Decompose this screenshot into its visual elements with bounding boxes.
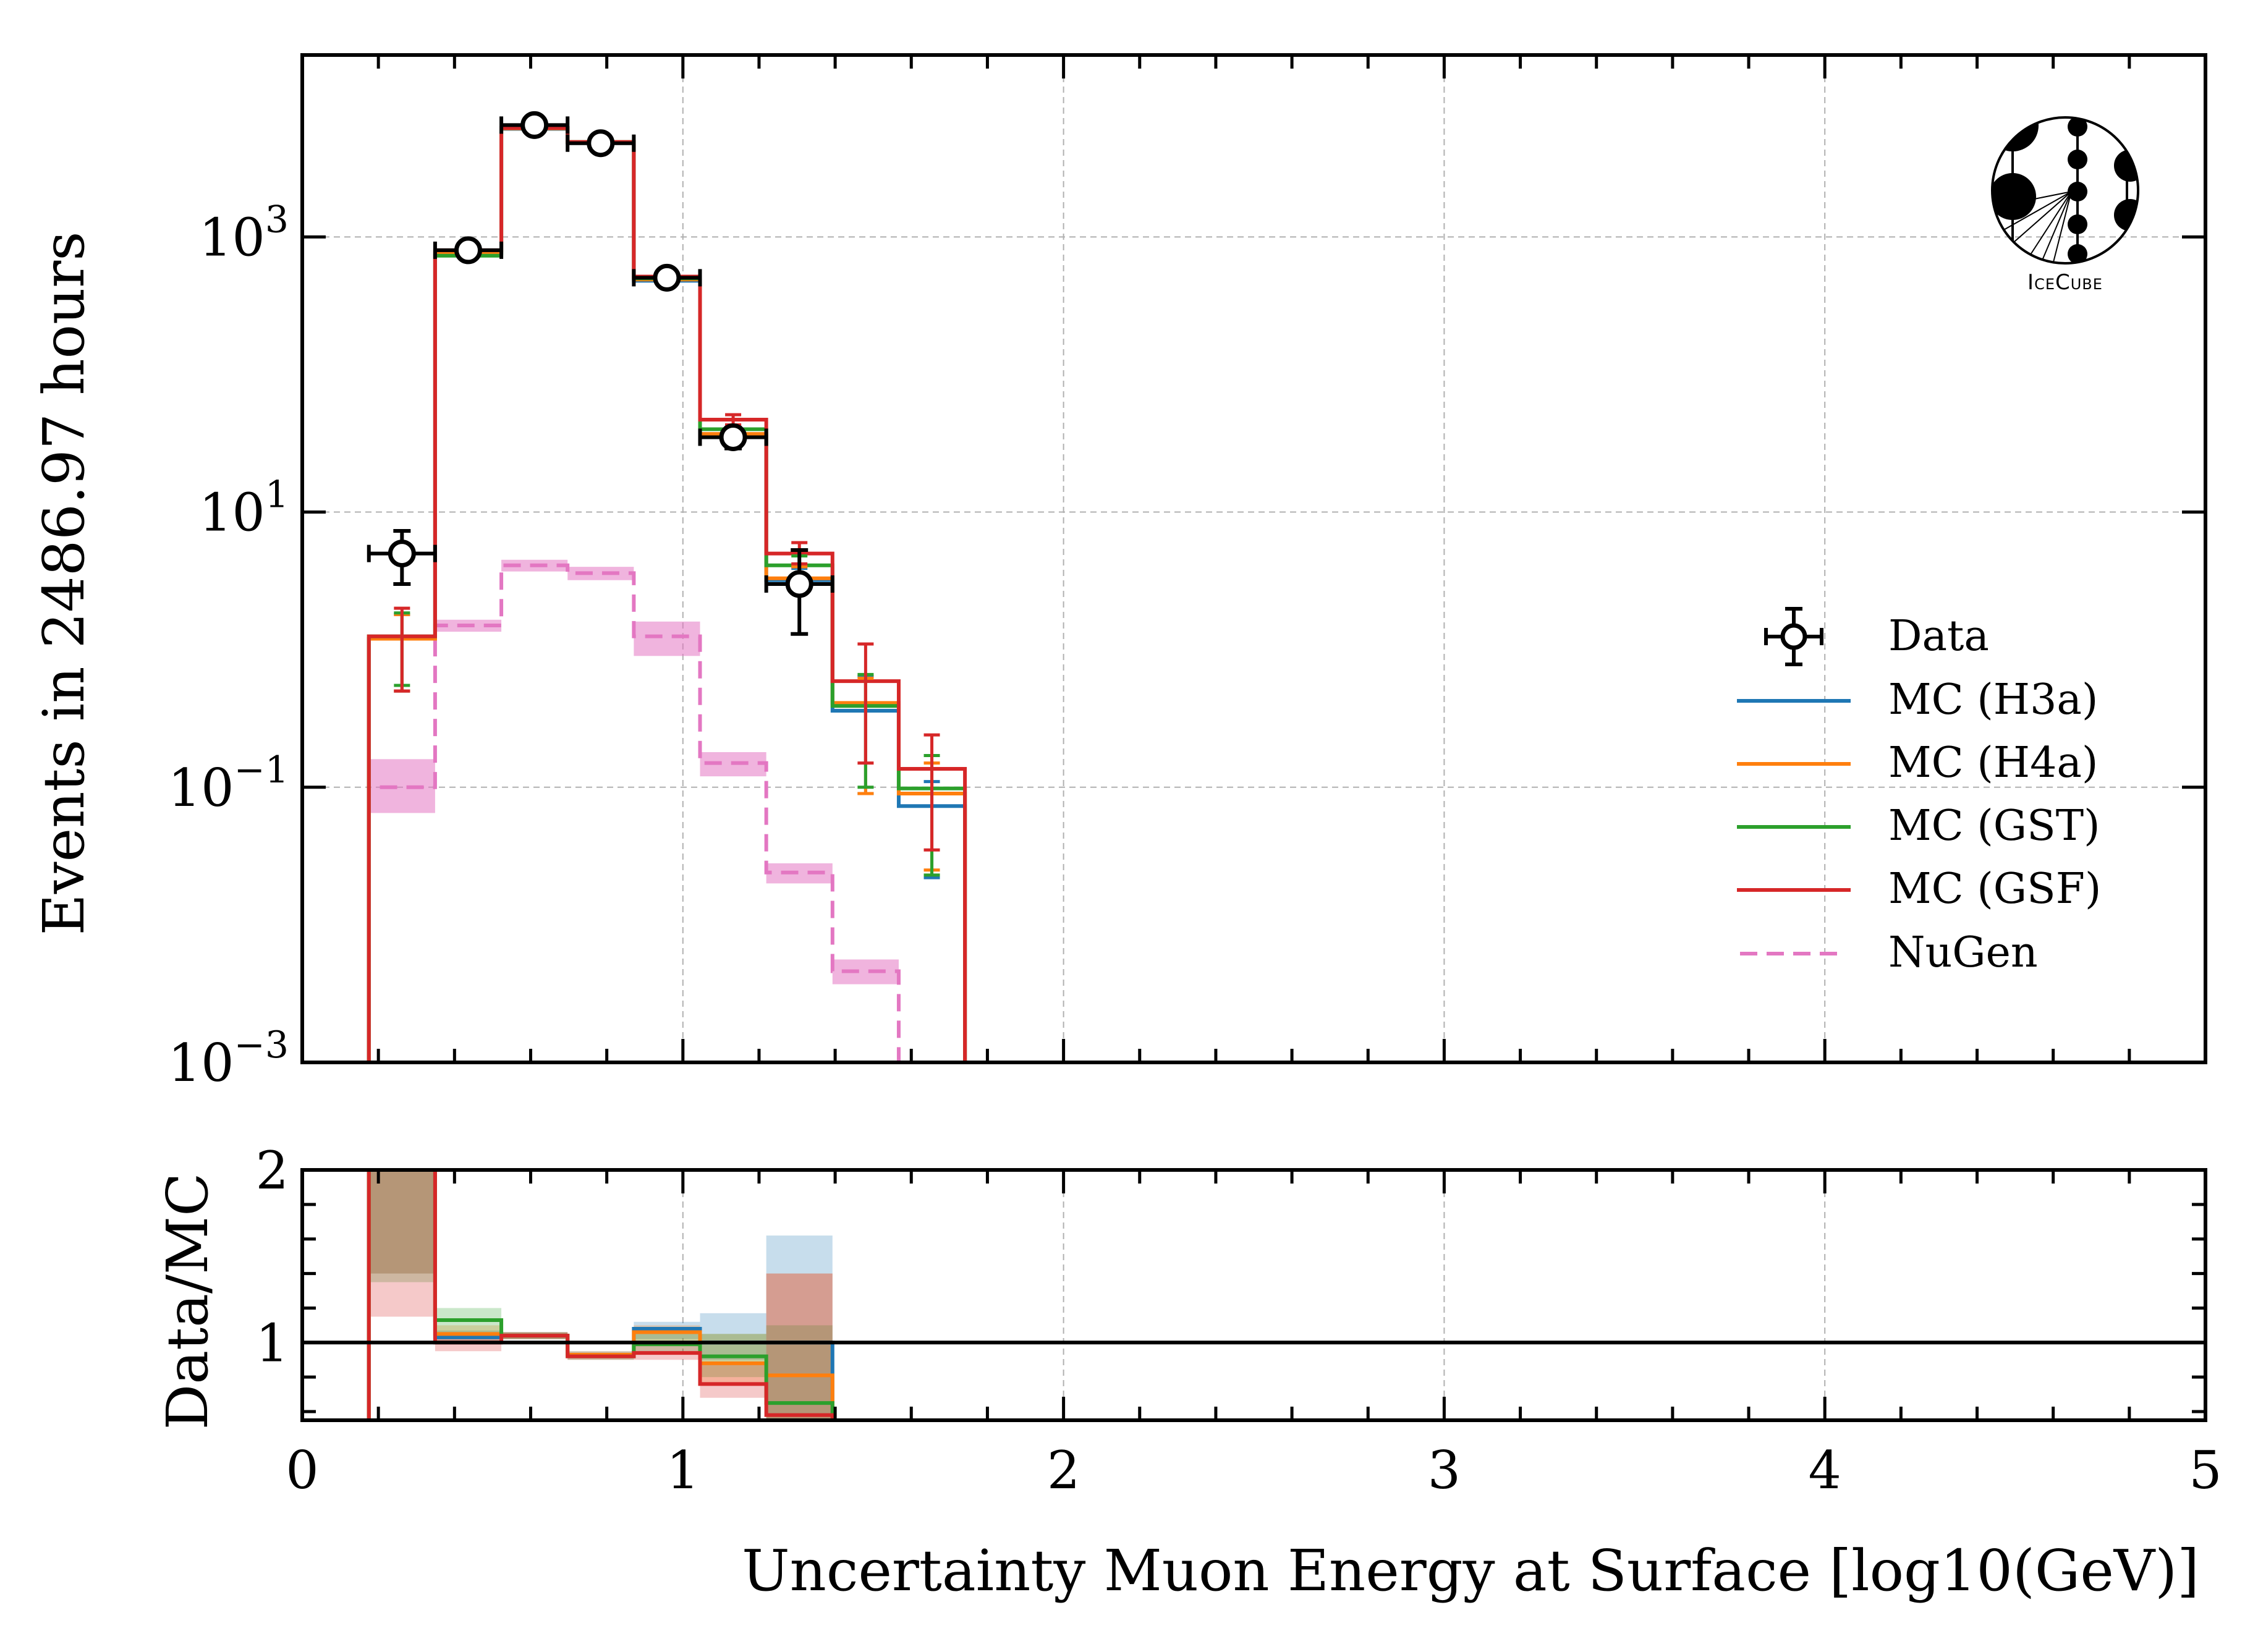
logo-circle-icon: [1992, 117, 2138, 263]
ratio-uncertainty-band: [368, 1170, 435, 1317]
ratio-uncertainty-band: [766, 1235, 833, 1420]
ratio-y-axis-label: Data/MC: [155, 1172, 221, 1430]
data-marker: [454, 236, 482, 265]
ratio-series-mc-gsf: [367, 1170, 834, 1420]
data-marker: [785, 570, 813, 598]
y-tick-exponent: −1: [234, 748, 289, 792]
legend-label: NuGen: [1888, 928, 2038, 977]
x-axis-label: Uncertainty Muon Energy at Surface [log1…: [742, 1538, 2199, 1604]
data-marker: [653, 263, 681, 292]
nugen-uncertainty-band: [634, 621, 700, 656]
x-tick-label: 1: [666, 1440, 699, 1501]
legend-label: MC (H3a): [1888, 676, 2098, 724]
legend-item-gst: MC (GST): [1737, 802, 2100, 850]
ratio-uncertainty-band: [700, 1313, 766, 1360]
legend: Data MC (H3a) MC (H4a) MC (GST) MC (GSF)…: [1737, 607, 2101, 977]
y-tick-label: 10−1: [168, 748, 289, 818]
series-nugen: [367, 563, 901, 1062]
x-tick-label: 3: [1428, 1440, 1461, 1501]
y-tick-exponent: 1: [265, 473, 289, 517]
data-marker: [520, 111, 549, 139]
data-point: [698, 423, 768, 451]
legend-label: MC (H4a): [1888, 739, 2098, 787]
legend-item-data: Data: [1764, 607, 1989, 666]
ratio-uncertainty-band: [368, 1170, 435, 1282]
logo-ring: [1991, 116, 2139, 265]
x-tick-labels: 0 1 2 3 4 5: [286, 1440, 2222, 1501]
data-point: [632, 263, 702, 292]
y-tick-base: 10: [199, 483, 265, 543]
ratio-ticks: [300, 1168, 2207, 1420]
data-point: [499, 111, 570, 139]
legend-marker-circle: [1780, 623, 1807, 650]
y-tick-exponent: 3: [265, 198, 289, 241]
legend-item-h3a: MC (H3a): [1737, 676, 2098, 724]
x-tick-label: 2: [1047, 1440, 1080, 1501]
x-tick-label: 4: [1808, 1440, 1841, 1501]
ratio-axes-frame: [300, 1168, 2207, 1422]
main-axes-frame: [300, 53, 2207, 1064]
logo-text: IceCube: [2027, 270, 2103, 295]
legend-label: MC (GST): [1888, 802, 2100, 850]
nugen-uncertainty-band: [567, 567, 634, 580]
data-marker-icon: [1764, 607, 1823, 666]
y-tick-exponent: −3: [234, 1023, 289, 1067]
y-tick-label: 10−3: [168, 1023, 289, 1093]
ratio-uncertainty-band: [766, 1273, 833, 1420]
y-tick-label: 103: [199, 198, 289, 268]
data-point: [367, 528, 437, 586]
data-point: [433, 236, 504, 265]
main-bands: [368, 559, 899, 985]
y-tick-label: 1: [256, 1313, 289, 1373]
ratio-uncertainty-band: [368, 1170, 435, 1274]
ratio-y-tick-labels: 12: [256, 1140, 289, 1373]
ratio-uncertainty-band: [368, 1170, 435, 1274]
data-marker: [388, 540, 416, 568]
data-marker: [587, 129, 615, 158]
data-marker: [719, 423, 747, 451]
main-y-axis-label: Events in 2486.97 hours: [31, 232, 97, 936]
data-point: [764, 548, 834, 636]
icecube-logo: IceCube: [1991, 116, 2139, 295]
nugen-uncertainty-band: [368, 759, 435, 813]
ratio-uncertainty-band: [700, 1363, 766, 1398]
legend-item-h4a: MC (H4a): [1737, 739, 2098, 787]
x-tick-label: 0: [286, 1440, 318, 1501]
y-tick-base: 10: [168, 1033, 234, 1093]
legend-label: Data: [1888, 612, 1989, 661]
legend-label: MC (GSF): [1888, 865, 2101, 913]
y-tick-base: 10: [199, 207, 265, 268]
legend-item-gsf: MC (GSF): [1737, 865, 2101, 913]
ratio-uncertainty-band: [766, 1273, 833, 1420]
y-tick-label: 2: [256, 1140, 289, 1201]
y-tick-base: 10: [168, 758, 234, 818]
legend-item-nugen: NuGen: [1740, 928, 2038, 977]
data-point: [566, 129, 636, 158]
main-data-points: [367, 111, 834, 636]
x-tick-label: 5: [2189, 1440, 2222, 1501]
y-tick-label: 101: [199, 473, 289, 543]
